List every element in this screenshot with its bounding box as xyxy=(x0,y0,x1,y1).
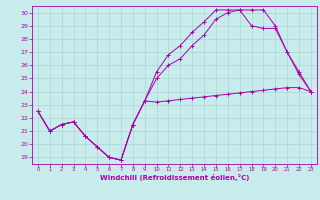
X-axis label: Windchill (Refroidissement éolien,°C): Windchill (Refroidissement éolien,°C) xyxy=(100,174,249,181)
